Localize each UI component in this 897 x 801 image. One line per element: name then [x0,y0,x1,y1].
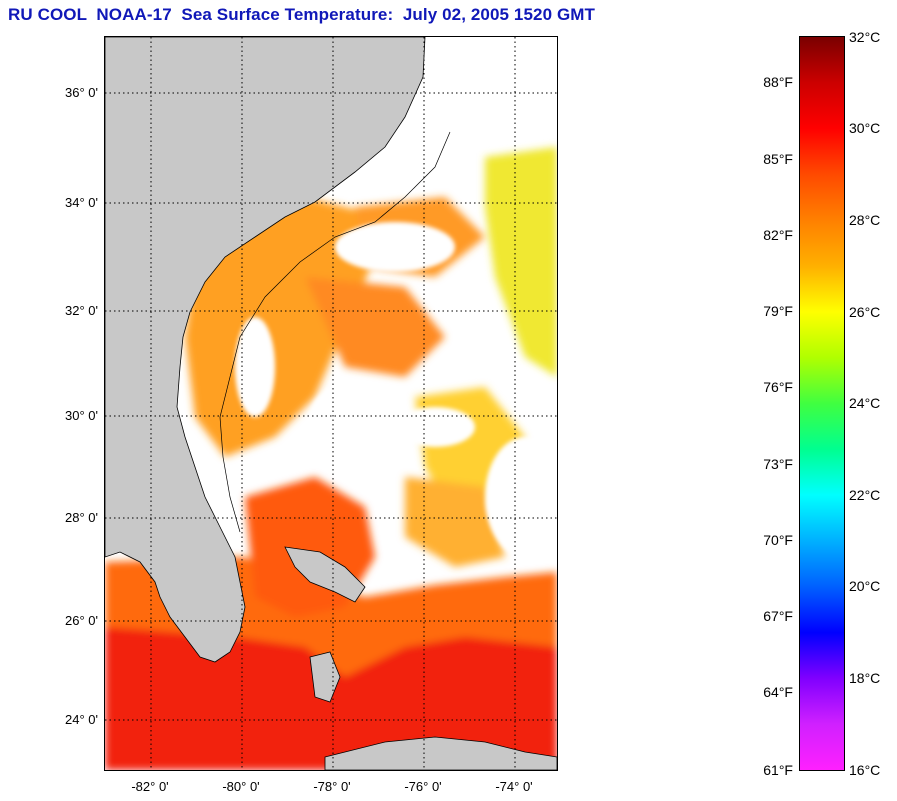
colorbar-f-88: 88°F [763,74,793,90]
land-north-america [105,37,426,663]
lon-label-78: -78° 0' [313,779,351,794]
lat-label-30: 30° 0' [65,408,98,423]
colorbar-f-85: 85°F [763,151,793,167]
lat-label-34: 34° 0' [65,195,98,210]
colorbar-c-26: 26°C [849,304,881,320]
temperature-colorbar [799,36,845,771]
colorbar-f-70: 70°F [763,532,793,548]
lon-label-76: -76° 0' [404,779,442,794]
grid-lines [105,37,557,770]
lon-label-80: -80° 0' [222,779,260,794]
colorbar-c-30: 30°C [849,120,881,136]
colorbar-c-24: 24°C [849,395,881,411]
lat-label-28: 28° 0' [65,510,98,525]
colorbar-f-64: 64°F [763,684,793,700]
colorbar-f-76: 76°F [763,379,793,395]
sst-map[interactable] [104,36,558,771]
bathymetry-contour [219,131,451,533]
lat-label-26: 26° 0' [65,613,98,628]
lon-label-74: -74° 0' [495,779,533,794]
colorbar-f-82: 82°F [763,227,793,243]
colorbar-c-28: 28°C [849,212,881,228]
land-bahamas [284,546,366,603]
lat-label-32: 32° 0' [65,303,98,318]
land-cuba [324,736,557,770]
lat-label-36: 36° 0' [65,85,98,100]
lat-label-24: 24° 0' [65,712,98,727]
sst-map-canvas [105,37,557,770]
lon-label-82: -82° 0' [131,779,169,794]
colorbar-f-79: 79°F [763,303,793,319]
colorbar-c-16: 16°C [849,762,881,778]
map-title: RU COOL NOAA-17 Sea Surface Temperature:… [8,5,596,24]
colorbar-f-61: 61°F [763,762,793,778]
colorbar-c-32: 32°C [849,29,881,45]
colorbar-c-20: 20°C [849,578,881,594]
colorbar-f-73: 73°F [763,456,793,472]
colorbar-f-67: 67°F [763,608,793,624]
colorbar-c-22: 22°C [849,487,881,503]
colorbar-c-18: 18°C [849,670,881,686]
